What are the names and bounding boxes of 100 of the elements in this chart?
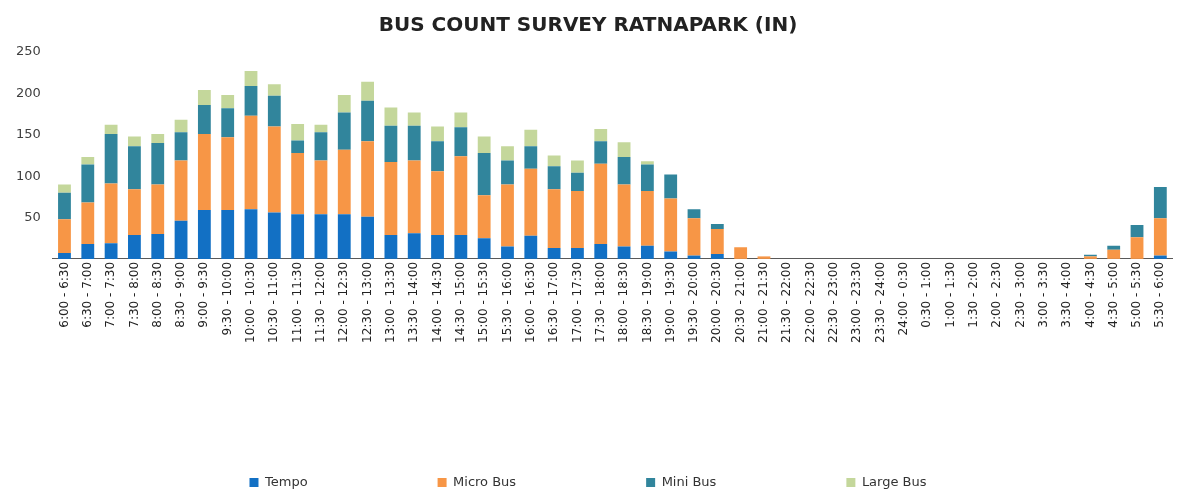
bar <box>128 146 141 190</box>
x-tick-label: 17:30 - 18:00 <box>592 261 607 343</box>
bar <box>571 191 584 249</box>
bar <box>384 107 398 126</box>
bar <box>267 126 281 213</box>
bar <box>81 164 95 203</box>
bar <box>640 191 654 246</box>
bar <box>757 256 771 259</box>
bar <box>197 90 211 105</box>
bar <box>81 243 95 259</box>
bar <box>384 125 398 163</box>
bar <box>571 160 584 173</box>
bar <box>361 216 374 259</box>
x-tick-label: 11:30 - 12:00 <box>313 261 328 343</box>
bar <box>431 141 444 172</box>
x-tick-label: 9:00 - 9:30 <box>196 261 211 328</box>
bar <box>314 214 328 259</box>
bar <box>710 253 724 259</box>
bar <box>617 184 631 247</box>
bar <box>454 156 468 235</box>
y-tick-label: 50 <box>24 208 41 224</box>
bar <box>81 157 95 165</box>
bar <box>337 112 351 150</box>
x-tick-label: 5:00 - 5:30 <box>1129 261 1144 328</box>
x-tick-label: 2:00 - 2:30 <box>989 261 1004 328</box>
bar <box>58 253 71 259</box>
x-tick-label: 16:00 - 16:30 <box>522 261 537 343</box>
bar <box>174 160 188 221</box>
x-tick-label: 4:00 - 4:30 <box>1082 261 1097 328</box>
y-tick-label: 100 <box>15 167 41 183</box>
bar <box>687 209 701 219</box>
bar <box>710 224 724 230</box>
x-tick-label: 23:00 - 23:30 <box>849 261 864 343</box>
bar <box>501 246 514 259</box>
bar <box>664 251 678 259</box>
bar <box>617 142 631 158</box>
x-tick-label: 15:30 - 16:00 <box>499 261 514 343</box>
bar <box>594 128 608 142</box>
x-tick-label: 6:30 - 7:00 <box>79 261 94 328</box>
bar <box>104 183 118 244</box>
bar <box>1153 255 1167 259</box>
bar <box>547 248 561 259</box>
bar <box>197 210 211 259</box>
bar <box>664 174 678 199</box>
bar <box>547 155 561 167</box>
bar <box>174 119 188 133</box>
bar <box>337 149 351 215</box>
x-tick-label: 18:30 - 19:00 <box>639 261 654 343</box>
x-tick-label: 4:30 - 5:00 <box>1105 261 1120 328</box>
bar <box>1130 237 1144 259</box>
bar <box>594 163 608 244</box>
bar <box>1107 249 1121 259</box>
bar <box>407 233 421 259</box>
bar <box>291 214 305 259</box>
legend-label: Micro Bus <box>453 473 517 489</box>
bar <box>291 152 305 215</box>
bar <box>617 246 631 259</box>
bar <box>221 95 235 109</box>
bar <box>431 171 444 235</box>
x-tick-label: 7:00 - 7:30 <box>103 261 118 328</box>
bar <box>221 137 235 211</box>
x-tick-label: 2:30 - 3:00 <box>1012 261 1027 328</box>
bar <box>361 100 374 142</box>
bar <box>384 234 398 259</box>
x-tick-label: 1:30 - 2:00 <box>965 261 980 328</box>
x-tick-label: 18:00 - 18:30 <box>616 261 631 343</box>
x-tick-label: 15:00 - 15:30 <box>476 261 491 343</box>
x-tick-label: 20:30 - 21:00 <box>732 261 747 343</box>
x-tick-label: 22:30 - 23:00 <box>826 261 841 343</box>
bar <box>291 140 305 153</box>
x-tick-label: 6:00 - 6:30 <box>56 261 71 328</box>
bar <box>1107 245 1121 250</box>
x-tick-label: 21:30 - 22:00 <box>779 261 794 343</box>
x-tick-label: 21:00 - 21:30 <box>756 261 771 343</box>
bar <box>314 132 328 161</box>
bar <box>734 247 748 259</box>
bar <box>197 133 211 211</box>
x-tick-label: 22:00 - 22:30 <box>802 261 817 343</box>
bar <box>501 160 514 185</box>
bar <box>571 172 584 192</box>
bar <box>174 220 188 259</box>
x-tick-label: 12:30 - 13:00 <box>359 261 374 343</box>
bar <box>244 209 258 259</box>
bar <box>244 71 258 86</box>
bar <box>128 136 141 147</box>
x-tick-label: 3:30 - 4:00 <box>1059 261 1074 328</box>
bar <box>477 152 491 196</box>
x-tick-label: 23:30 - 24:00 <box>872 261 887 343</box>
x-tick-label: 13:00 - 13:30 <box>383 261 398 343</box>
x-tick-label: 14:30 - 15:00 <box>452 261 467 343</box>
x-tick-label: 0:30 - 1:00 <box>919 261 934 328</box>
y-tick-label: 150 <box>15 126 41 142</box>
bar <box>361 141 374 217</box>
x-tick-label: 20:00 - 20:30 <box>709 261 724 343</box>
bar <box>454 234 468 259</box>
bar <box>664 198 678 252</box>
bar <box>431 234 444 259</box>
bar <box>58 219 71 254</box>
bar <box>151 143 165 185</box>
chart-title: BUS COUNT SURVEY RATNAPARK (IN) <box>378 12 798 37</box>
